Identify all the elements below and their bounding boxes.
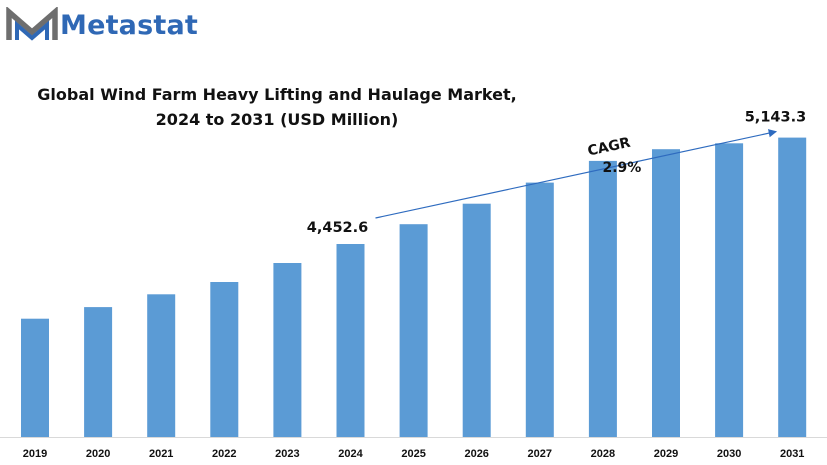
x-tick-label: 2030 [717, 448, 741, 460]
x-tick-label: 2028 [591, 448, 615, 460]
x-tick-label: 2020 [86, 448, 110, 460]
brand-name: Metastat [60, 9, 199, 41]
bar-2020 [84, 307, 113, 437]
x-tick-label: 2019 [23, 448, 47, 460]
x-tick-label: 2025 [401, 448, 425, 460]
bar-2027 [525, 182, 554, 437]
chart-title-line-2: 2024 to 2031 (USD Million) [155, 110, 399, 129]
chart-title-line-1: Global Wind Farm Heavy Lifting and Haula… [37, 85, 517, 104]
data-label-2031: 5,143.3 [745, 110, 806, 126]
bar-2031 [778, 137, 807, 437]
x-tick-label: 2026 [464, 448, 488, 460]
data-label-2024: 4,452.6 [307, 220, 368, 236]
metastat-logo-icon [6, 7, 58, 41]
x-tick-label: 2027 [528, 448, 552, 460]
x-tick-label: 2031 [780, 448, 804, 460]
bar-2030 [715, 143, 744, 438]
bar-2029 [652, 149, 680, 437]
x-tick-label: 2024 [338, 448, 363, 460]
bar-2019 [21, 318, 49, 437]
x-tick-label: 2029 [654, 448, 678, 460]
bar-2028 [588, 160, 617, 437]
cagr-label: CAGR [586, 135, 632, 160]
bar-2025 [399, 224, 428, 437]
x-tick-label: 2023 [275, 448, 299, 460]
bar-2026 [462, 203, 491, 437]
chart-title: Global Wind Farm Heavy Lifting and Haula… [22, 82, 532, 132]
bar-2024 [336, 244, 365, 437]
x-tick-label: 2021 [149, 448, 173, 460]
bar-2023 [273, 263, 302, 437]
x-tick-label: 2022 [212, 448, 236, 460]
cagr-trend-arrow [375, 129, 778, 219]
bar-2022 [210, 282, 239, 437]
metastat-logo: Metastat [6, 6, 198, 44]
bar-2021 [147, 294, 176, 437]
cagr-value: 2.9% [602, 160, 641, 176]
